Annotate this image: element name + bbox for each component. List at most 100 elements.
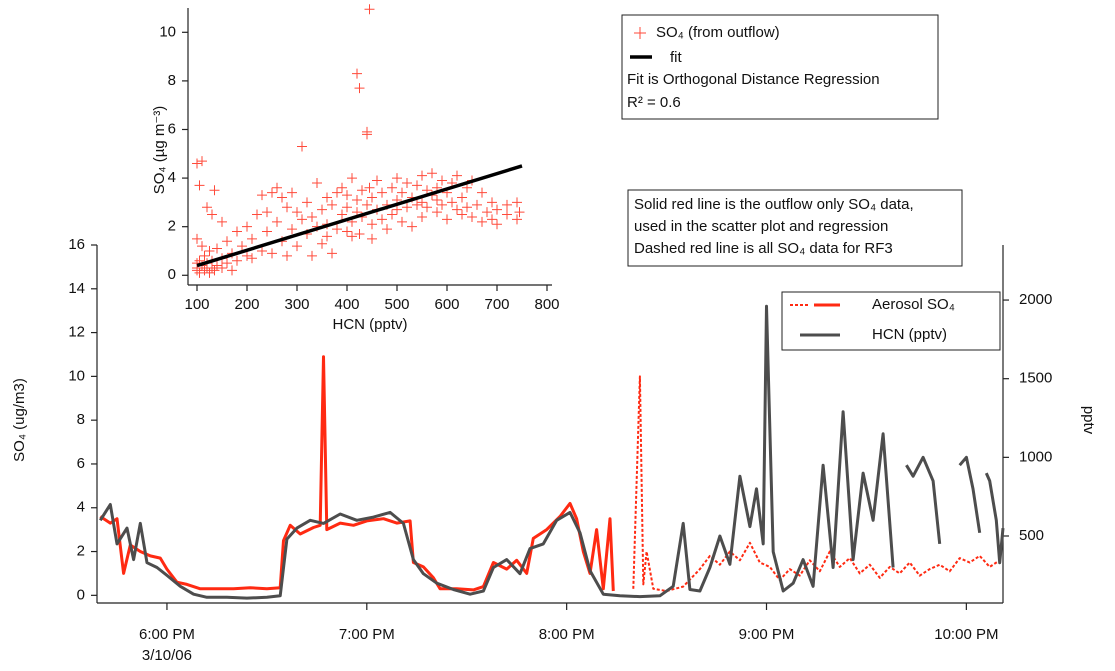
scatter-point bbox=[282, 250, 292, 261]
scatter-point bbox=[417, 170, 427, 181]
scatter-point bbox=[217, 262, 227, 273]
legend-label: HCN (pptv) bbox=[872, 326, 947, 343]
legend-box bbox=[621, 14, 939, 120]
scatter-point bbox=[232, 255, 242, 266]
scatter-point bbox=[487, 197, 497, 208]
x-tick-label: 6:00 PM bbox=[139, 626, 195, 643]
scatter-point bbox=[512, 214, 522, 225]
scatter-point bbox=[212, 260, 222, 271]
data-line bbox=[99, 355, 615, 592]
scatter-point bbox=[407, 221, 417, 232]
scatter-point bbox=[442, 214, 452, 225]
y-axis-label: SO₄ (ug/m3) bbox=[11, 378, 28, 462]
data-line bbox=[99, 304, 1005, 600]
scatter-point bbox=[192, 233, 202, 244]
scatter-point bbox=[272, 216, 282, 227]
scatter-point bbox=[257, 190, 267, 201]
scatter-point bbox=[327, 199, 337, 210]
scatter-point bbox=[207, 262, 217, 273]
y-tick-label: 14 bbox=[68, 280, 85, 297]
y-tick-label: 2 bbox=[77, 543, 85, 560]
annotation-text: Solid red line is the outflow only SO₄ d… bbox=[634, 196, 914, 213]
data-line bbox=[632, 375, 1001, 592]
scatter-point bbox=[422, 202, 432, 213]
y-tick-label: 6 bbox=[168, 120, 176, 137]
x-tick-label: 800 bbox=[534, 296, 559, 313]
scatter-point bbox=[337, 182, 347, 193]
legend-label: fit bbox=[670, 49, 683, 66]
scatter-point bbox=[332, 224, 342, 235]
scatter-point bbox=[412, 199, 422, 210]
legend-swatch bbox=[634, 27, 646, 39]
y2-axis-label: pptv bbox=[1080, 406, 1097, 435]
scatter-point bbox=[402, 202, 412, 213]
x-tick-label: 10:00 PM bbox=[934, 626, 998, 643]
scatter-point bbox=[247, 233, 257, 244]
legend-note: R² = 0.6 bbox=[627, 94, 681, 111]
scatter-point bbox=[292, 207, 302, 218]
legend-box bbox=[781, 291, 1001, 351]
scatter-point bbox=[209, 265, 220, 276]
scatter-point bbox=[452, 170, 462, 181]
scatter-point bbox=[312, 177, 322, 188]
scatter-point bbox=[427, 168, 437, 179]
scatter-point bbox=[242, 221, 252, 232]
scatter-point bbox=[457, 209, 467, 220]
scatter-point bbox=[502, 199, 512, 210]
legend-label: SO₄ (from outflow) bbox=[656, 24, 780, 41]
scatter-point bbox=[492, 219, 502, 230]
scatter-point bbox=[332, 187, 342, 198]
scatter-point bbox=[242, 250, 252, 261]
scatter-point bbox=[362, 126, 372, 137]
scatter-point bbox=[462, 202, 472, 213]
scatter-point bbox=[192, 158, 202, 169]
x-tick-label: 7:00 PM bbox=[339, 626, 395, 643]
y-tick-label: 12 bbox=[68, 324, 85, 341]
scatter-point bbox=[194, 180, 205, 191]
scatter-point bbox=[227, 265, 237, 276]
scatter-point bbox=[417, 211, 427, 222]
scatter-point bbox=[317, 238, 327, 249]
scatter-point bbox=[367, 192, 377, 203]
scatter-point bbox=[322, 231, 332, 242]
y-tick-label: 0 bbox=[168, 266, 176, 283]
x-tick-label: 200 bbox=[234, 296, 259, 313]
scatter-point bbox=[297, 214, 307, 225]
scatter-point bbox=[377, 214, 387, 225]
annotation-text: used in the scatter plot and regression bbox=[634, 218, 888, 235]
scatter-point bbox=[199, 265, 210, 276]
scatter-point bbox=[282, 202, 292, 213]
y2-tick-label: 500 bbox=[1019, 527, 1044, 544]
scatter-point bbox=[197, 241, 207, 252]
y-tick-label: 10 bbox=[159, 23, 176, 40]
scatter-point bbox=[342, 226, 352, 237]
x-tick-label: 100 bbox=[184, 296, 209, 313]
y-tick-label: 0 bbox=[77, 586, 85, 603]
scatter-point bbox=[347, 173, 357, 184]
legend: Aerosol SO₄ HCN (pptv) bbox=[781, 291, 1001, 351]
scatter-point bbox=[262, 207, 272, 218]
scatter-point bbox=[432, 207, 442, 218]
scatter-point bbox=[392, 204, 402, 215]
scatter-point bbox=[302, 197, 312, 208]
scatter-point bbox=[432, 194, 442, 205]
annotation: Solid red line is the outflow only SO₄ d… bbox=[627, 189, 963, 267]
scatter-point bbox=[307, 211, 317, 222]
scatter-point bbox=[362, 199, 372, 210]
scatter-point bbox=[212, 243, 222, 254]
scatter-point bbox=[207, 209, 217, 220]
scatter-point bbox=[387, 182, 397, 193]
scatter-point bbox=[382, 224, 392, 235]
scatter-point bbox=[342, 190, 352, 201]
scatter-point bbox=[209, 185, 220, 196]
scatter-point bbox=[412, 180, 422, 191]
inset-chart: 0 2 4 6 8 10 100 200 300 400 500 600 700 800 HCN (pptv… bbox=[148, 0, 939, 335]
scatter-point bbox=[512, 197, 522, 208]
scatter-point bbox=[257, 245, 267, 256]
scatter-point bbox=[364, 182, 375, 193]
scatter-point bbox=[272, 182, 282, 193]
x-axis-label: HCN (pptv) bbox=[332, 316, 407, 333]
scatter-point bbox=[437, 199, 447, 210]
scatter-point bbox=[514, 207, 525, 218]
y-tick-label: 16 bbox=[68, 236, 85, 253]
